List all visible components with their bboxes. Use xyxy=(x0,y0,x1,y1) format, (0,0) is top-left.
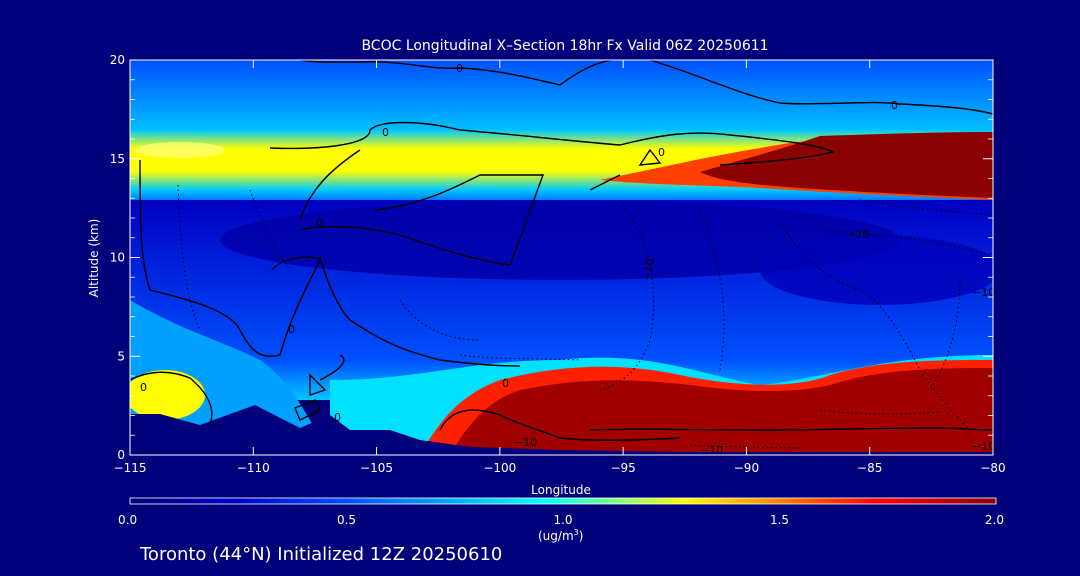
contour-label: −10 xyxy=(640,257,657,282)
contour-label: 0 xyxy=(891,99,898,112)
y-axis-ticks: 0 5 10 15 20 xyxy=(110,53,993,462)
contour-label: −10 xyxy=(972,440,995,453)
contour-lines xyxy=(130,60,993,441)
y-tick-label: 20 xyxy=(110,53,125,67)
x-tick-label: −90 xyxy=(734,461,759,475)
y-tick-label: 5 xyxy=(117,349,125,363)
contour-value-labels: 0 0 0 0 0 0 0 0 0 −10 −20 −10 −10 −10 −1… xyxy=(140,62,995,457)
contour-label: −20 xyxy=(846,228,869,241)
chart-title: BCOC Longitudinal X–Section 18hr Fx Vali… xyxy=(361,38,768,54)
y-tick-label: 0 xyxy=(117,448,125,462)
colorbar-tick-label: 1.0 xyxy=(553,513,572,527)
unit-close: ) xyxy=(579,529,584,543)
field-lower-plume-core xyxy=(450,368,993,455)
unit-text: (ug/m xyxy=(538,529,574,543)
y-axis-label: Altitude (km) xyxy=(87,219,101,298)
contour-label: −10 xyxy=(972,286,995,299)
field-top xyxy=(130,60,993,135)
contour-label: 0 xyxy=(316,216,323,229)
contour-label: 0 xyxy=(658,146,665,159)
y-tick-label: 10 xyxy=(110,251,125,265)
field-west-surface-spot xyxy=(130,370,205,420)
concentration-field xyxy=(130,60,993,455)
field-upper-west-glow xyxy=(135,142,225,158)
terrain xyxy=(130,405,993,455)
contour-label: 0 xyxy=(140,381,147,394)
x-tick-label: −105 xyxy=(360,461,393,475)
x-tick-label: −95 xyxy=(610,461,635,475)
y-tick-label: 15 xyxy=(110,152,125,166)
colorbar-unit-label: (ug/m3) xyxy=(538,528,583,543)
x-axis-ticks: −115 −110 −105 −100 −95 −90 −85 −80 xyxy=(114,60,1006,475)
contour-label: −10 xyxy=(514,436,537,449)
contour-label: −10 xyxy=(700,444,723,457)
x-tick-label: −110 xyxy=(237,461,270,475)
initialization-footer: Toronto (44°N) Initialized 12Z 20250610 xyxy=(139,544,502,565)
unit-superscript: 3 xyxy=(574,528,579,537)
colorbar-ticks: 0.0 0.5 1.0 1.5 2.0 xyxy=(118,513,1004,527)
colorbar-tick-label: 0.0 xyxy=(118,513,137,527)
colorbar xyxy=(129,497,997,505)
contour-lines-dotted xyxy=(177,184,993,449)
x-tick-label: −100 xyxy=(483,461,516,475)
contour-label: 0 xyxy=(502,377,509,390)
contour-label: 0 xyxy=(382,126,389,139)
contour-label: 0 xyxy=(456,62,463,75)
colorbar-tick-label: 2.0 xyxy=(985,513,1004,527)
contour-label: 0 xyxy=(334,411,341,424)
colorbar-tick-label: 1.5 xyxy=(770,513,789,527)
colorbar-tick-label: 0.5 xyxy=(337,513,356,527)
x-tick-label: −115 xyxy=(114,461,147,475)
contour-label: 0 xyxy=(288,323,295,336)
field-upper-plume-core xyxy=(700,132,993,198)
x-tick-label: −85 xyxy=(857,461,882,475)
field-dark-core-east xyxy=(760,235,993,305)
x-tick-label: −80 xyxy=(980,461,1005,475)
x-axis-label: Longitude xyxy=(531,483,591,497)
field-dark-core xyxy=(220,200,900,280)
